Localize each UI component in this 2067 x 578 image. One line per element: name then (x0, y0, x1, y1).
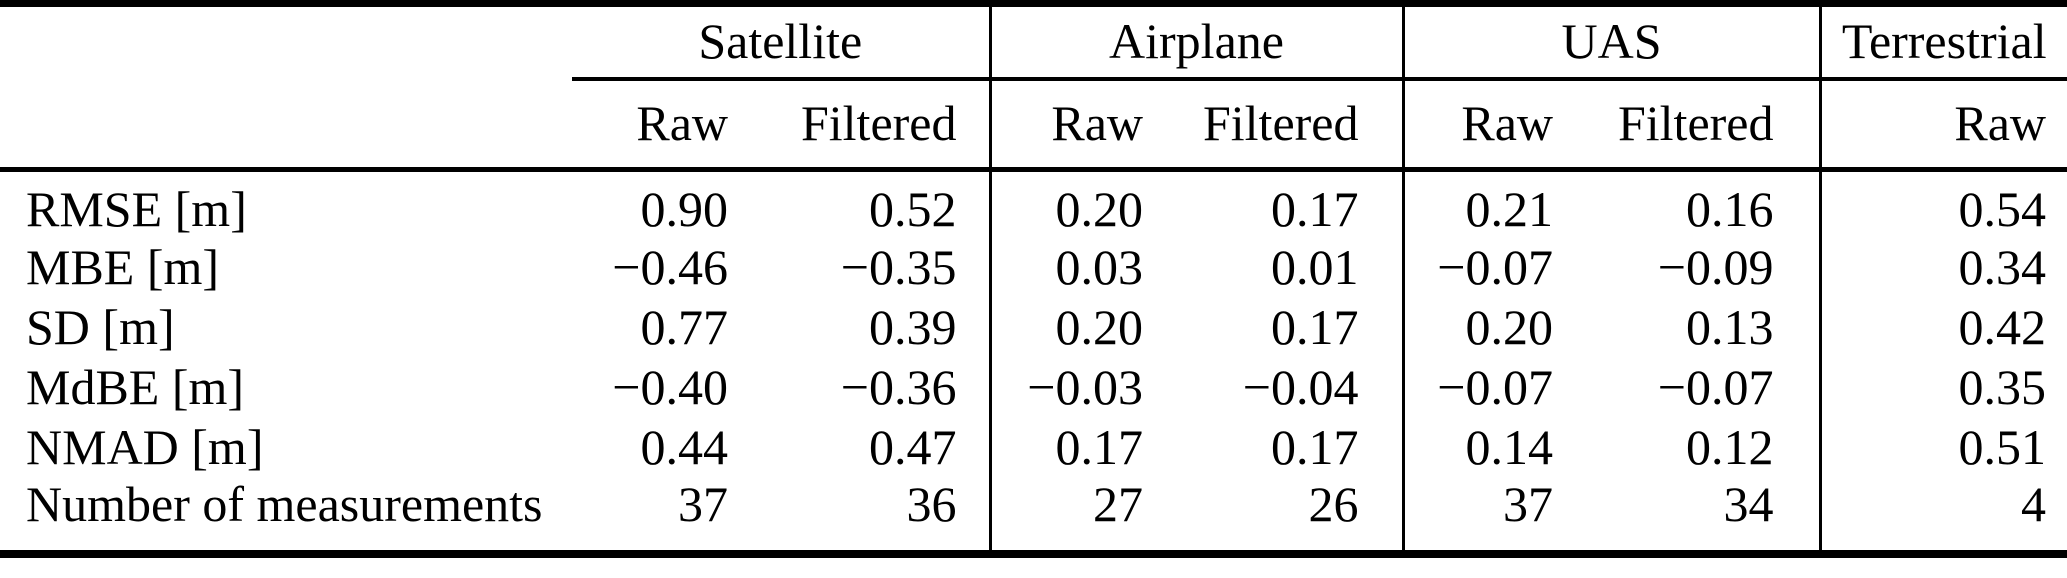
value-cell: −0.09 (1553, 237, 1822, 297)
value-cell: −0.07 (1553, 357, 1822, 417)
table-row-sd: SD [m] 0.77 0.39 0.20 0.17 0.20 0.13 0.4… (0, 297, 2067, 357)
value-cell: −0.07 (1437, 238, 1553, 295)
value-cell: 0.44 (640, 418, 729, 475)
value-cell: 0.52 (728, 169, 992, 237)
value-cell: 0.54 (1958, 181, 2047, 237)
row-label: SD [m] (26, 298, 175, 355)
value-cell: 26 (1143, 477, 1405, 554)
value-cell: −0.04 (1143, 357, 1405, 417)
value-cell: 0.12 (1553, 417, 1822, 477)
group-header-row: Satellite Airplane UAS Terrestrial (0, 3, 2067, 81)
subheader-terrestrial-raw: Raw (1820, 78, 2067, 172)
value-cell: 0.51 (1958, 418, 2047, 475)
value-cell: 0.77 (640, 298, 729, 355)
value-cell: 0.90 (640, 181, 729, 237)
group-header-satellite: Satellite (572, 3, 992, 81)
value-cell: 0.17 (1143, 297, 1405, 357)
value-cell: 36 (728, 477, 992, 554)
value-cell: 0.14 (1465, 418, 1554, 475)
value-cell: 27 (1093, 477, 1143, 532)
value-cell: 0.20 (1055, 181, 1144, 237)
table-row-mbe: MBE [m] −0.46 −0.35 0.03 0.01 −0.07 −0.0… (0, 237, 2067, 297)
table-row-count: Number of measurements 37 36 27 26 37 34… (0, 477, 2067, 554)
value-cell: 0.20 (1055, 298, 1144, 355)
value-cell: 4 (2021, 477, 2046, 532)
subheader-satellite-filtered: Filtered (728, 78, 992, 172)
value-cell: 37 (678, 477, 728, 532)
row-label: NMAD [m] (26, 418, 264, 475)
row-label: Number of measurements (26, 477, 543, 532)
value-cell: 0.21 (1465, 181, 1554, 237)
value-cell: 0.35 (1958, 358, 2047, 415)
value-cell: 0.42 (1958, 298, 2047, 355)
sub-header-row: Raw Filtered Raw Filtered Raw Filtered R… (0, 78, 2067, 172)
row-label: RMSE [m] (26, 181, 247, 237)
value-cell: 0.39 (728, 297, 992, 357)
stub-subheader-cell (0, 78, 572, 172)
value-cell: −0.03 (1027, 358, 1143, 415)
value-cell: 0.17 (1143, 169, 1405, 237)
group-header-airplane: Airplane (990, 3, 1405, 81)
row-label: MdBE [m] (26, 358, 245, 415)
value-cell: 34 (1553, 477, 1822, 554)
value-cell: 0.17 (1055, 418, 1144, 475)
value-cell: 0.01 (1143, 237, 1405, 297)
subheader-airplane-filtered: Filtered (1143, 78, 1405, 172)
value-cell: 0.34 (1958, 238, 2047, 295)
value-cell: −0.40 (612, 358, 728, 415)
value-cell: 0.20 (1465, 298, 1554, 355)
statistics-table: Satellite Airplane UAS Terrestrial Raw F… (0, 0, 2067, 558)
value-cell: −0.07 (1437, 358, 1553, 415)
table-row-rmse: RMSE [m] 0.90 0.52 0.20 0.17 0.21 0.16 0… (0, 169, 2067, 237)
value-cell: 0.13 (1553, 297, 1822, 357)
group-header-terrestrial: Terrestrial (1820, 3, 2067, 81)
subheader-uas-filtered: Filtered (1553, 78, 1822, 172)
value-cell: 0.47 (728, 417, 992, 477)
value-cell: 0.16 (1553, 169, 1822, 237)
row-label: MBE [m] (26, 238, 220, 295)
value-cell: −0.35 (728, 237, 992, 297)
table-row-mdbe: MdBE [m] −0.40 −0.36 −0.03 −0.04 −0.07 −… (0, 357, 2067, 417)
group-header-uas: UAS (1403, 3, 1822, 81)
value-cell: −0.36 (728, 357, 992, 417)
stub-header-cell (0, 4, 572, 79)
subheader-airplane-raw: Raw (990, 78, 1143, 172)
value-cell: 0.17 (1143, 417, 1405, 477)
value-cell: 0.03 (1055, 238, 1144, 295)
subheader-uas-raw: Raw (1403, 78, 1553, 172)
subheader-satellite-raw: Raw (572, 78, 728, 172)
value-cell: 37 (1503, 477, 1553, 532)
value-cell: −0.46 (612, 238, 728, 295)
table-row-nmad: NMAD [m] 0.44 0.47 0.17 0.17 0.14 0.12 0… (0, 417, 2067, 477)
